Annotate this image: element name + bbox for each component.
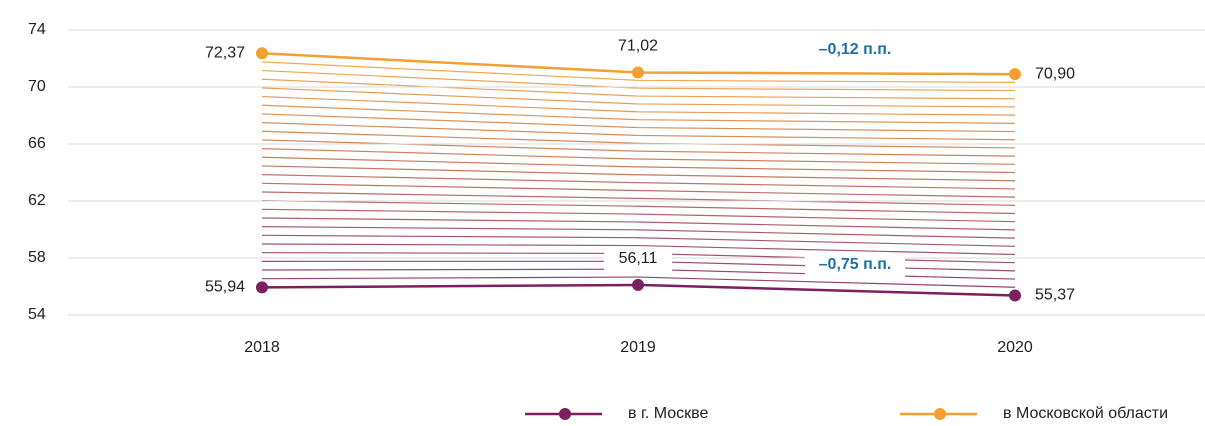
value-label: 55,94 bbox=[205, 279, 245, 296]
value-label: 70,90 bbox=[1035, 65, 1075, 82]
x-tick-label: 2019 bbox=[620, 339, 656, 356]
gradient-line bbox=[261, 121, 1016, 141]
gradient-line bbox=[261, 174, 1016, 190]
gradient-line bbox=[261, 243, 1016, 256]
gradient-line bbox=[261, 95, 1016, 116]
point bbox=[256, 47, 268, 60]
gradient-line bbox=[261, 276, 1016, 288]
annotation: –0,75 п.п. bbox=[819, 256, 892, 273]
gradient-line bbox=[261, 113, 1016, 133]
gradient-line bbox=[261, 78, 1016, 100]
value-label: 55,37 bbox=[1035, 287, 1075, 304]
x-tick-label: 2020 bbox=[997, 339, 1033, 356]
gradient-line bbox=[261, 208, 1016, 223]
legend-marker bbox=[559, 408, 571, 420]
legend-label: в г. Москве bbox=[628, 405, 708, 422]
gradient-line bbox=[261, 234, 1016, 247]
point bbox=[1009, 68, 1021, 81]
gradient-line bbox=[261, 200, 1016, 215]
gradient-line bbox=[261, 104, 1016, 124]
legend-label: в Московской области bbox=[1003, 405, 1168, 422]
gradient-line bbox=[261, 191, 1016, 206]
gradient-line bbox=[261, 69, 1016, 92]
y-tick-label: 66 bbox=[28, 135, 46, 152]
y-tick-label: 54 bbox=[28, 306, 46, 323]
point bbox=[632, 278, 644, 291]
gradient-lines bbox=[261, 61, 1016, 288]
y-tick-label: 74 bbox=[28, 21, 46, 38]
annotation: –0,12 п.п. bbox=[819, 41, 892, 58]
gradient-line bbox=[261, 226, 1016, 239]
point bbox=[256, 281, 268, 294]
value-label: 56,11 bbox=[619, 250, 658, 267]
value-label: 71,02 bbox=[618, 38, 658, 55]
point bbox=[632, 66, 644, 79]
gradient-line bbox=[261, 148, 1016, 165]
value-label: 72,37 bbox=[205, 44, 245, 61]
x-tick-label: 2018 bbox=[244, 339, 280, 356]
gradient-line bbox=[261, 130, 1016, 149]
gradient-line bbox=[261, 61, 1016, 83]
annotation-bg bbox=[805, 253, 905, 277]
gradient-line bbox=[261, 182, 1016, 198]
gradient-line bbox=[261, 156, 1016, 174]
gradient-line bbox=[261, 139, 1016, 157]
gradient-line bbox=[261, 217, 1016, 231]
point bbox=[1009, 289, 1021, 302]
y-tick-label: 70 bbox=[28, 78, 46, 95]
label-bg bbox=[604, 246, 672, 271]
gradient-line bbox=[261, 165, 1016, 182]
gradient-line bbox=[261, 87, 1016, 108]
y-tick-label: 58 bbox=[28, 249, 46, 266]
y-tick-label: 62 bbox=[28, 192, 46, 209]
legend-marker bbox=[934, 408, 946, 420]
